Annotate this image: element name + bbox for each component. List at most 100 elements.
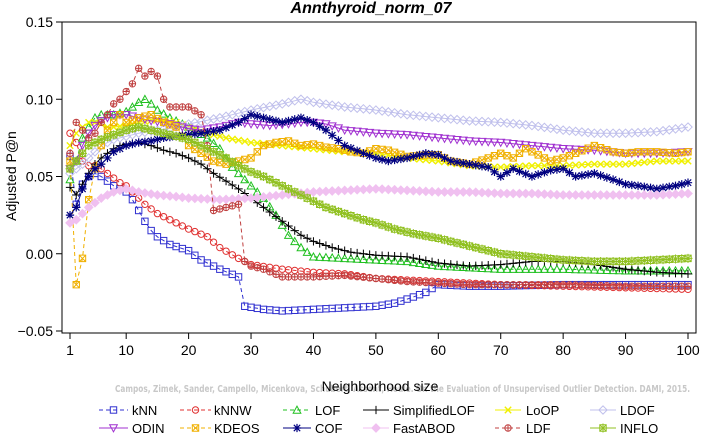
point-lof	[421, 259, 431, 268]
point-ldof	[477, 116, 487, 127]
point-simplifiedlof	[259, 203, 268, 212]
point-cof	[122, 141, 131, 150]
x-tick-label: 100	[676, 342, 700, 358]
point-lof	[483, 263, 493, 273]
point-kdeos	[272, 138, 280, 147]
point-kdeos	[266, 140, 274, 148]
point-ldf	[328, 272, 336, 280]
point-lof	[439, 261, 450, 271]
point-ldf	[222, 203, 230, 212]
point-loop	[640, 158, 648, 166]
point-ldof	[464, 116, 475, 126]
point-loop	[85, 118, 93, 127]
point-ldf	[172, 103, 180, 111]
point-kdeos	[384, 146, 393, 154]
point-kdeos	[109, 118, 118, 127]
x-axis-title: Neighborhood size	[322, 378, 439, 394]
point-kdeos	[503, 151, 511, 160]
point-simplifiedlof	[296, 231, 306, 240]
point-lof	[521, 264, 531, 273]
point-loop	[228, 135, 236, 143]
point-ldf	[490, 281, 499, 289]
legend-item-knnw: kNNW	[180, 403, 252, 418]
point-fastabod	[402, 185, 412, 196]
x-tick-label: 1	[66, 342, 74, 358]
point-knnw	[178, 222, 187, 230]
point-odin	[346, 127, 356, 136]
point-kdeos	[309, 140, 318, 148]
point-cof	[608, 175, 618, 184]
point-simplifiedlof	[72, 190, 81, 200]
point-fastabod	[377, 184, 387, 195]
point-knn	[234, 273, 243, 281]
point-kdeos	[628, 148, 636, 157]
point-knnw	[109, 174, 118, 182]
point-cof	[265, 115, 274, 124]
point-ldf	[78, 126, 87, 134]
point-odin	[315, 119, 325, 129]
point-odin	[321, 120, 331, 129]
point-kdeos	[247, 154, 255, 162]
point-loop	[534, 161, 542, 170]
legend-marker-loop	[504, 406, 512, 414]
legend-item-inflo: INFLO	[590, 421, 658, 434]
point-cof	[490, 167, 499, 177]
point-ldof	[514, 119, 525, 130]
point-odin	[464, 137, 475, 146]
point-cof	[384, 156, 393, 166]
point-ldf	[340, 271, 349, 279]
point-inflo	[71, 156, 81, 166]
point-ldof	[683, 122, 693, 132]
point-fastabod	[165, 191, 175, 201]
point-lof	[240, 174, 250, 184]
point-ldf	[440, 279, 449, 288]
legend-marker-ldof	[598, 405, 608, 415]
point-simplifiedlof	[509, 259, 518, 268]
point-ldof	[420, 111, 431, 122]
point-lof	[570, 264, 581, 274]
point-kdeos	[553, 155, 561, 164]
point-lof	[433, 261, 443, 270]
point-inflo	[121, 125, 131, 135]
point-lof	[514, 264, 525, 273]
point-odin	[627, 149, 637, 159]
point-ldof	[577, 127, 587, 137]
point-simplifiedlof	[415, 255, 424, 264]
point-loop	[253, 139, 261, 147]
point-fastabod	[539, 189, 550, 199]
point-loop	[222, 134, 230, 142]
point-ldf	[91, 129, 99, 137]
legend-marker-kdeos	[191, 424, 200, 432]
point-kdeos	[678, 148, 686, 157]
point-odin	[564, 145, 575, 154]
point-ldf	[259, 265, 268, 273]
point-ldf	[390, 276, 399, 284]
point-fastabod	[189, 193, 200, 204]
point-fastabod	[683, 188, 693, 199]
point-odin	[452, 136, 462, 145]
point-ldf	[434, 279, 443, 287]
point-cof	[315, 122, 324, 131]
point-knnw	[166, 216, 174, 224]
y-tick-label: −0.05	[18, 323, 54, 339]
point-ldof	[346, 102, 356, 113]
point-cof	[97, 159, 106, 169]
point-loop	[334, 147, 343, 155]
point-ldf	[372, 274, 380, 283]
point-ldf	[621, 282, 630, 290]
point-cof	[196, 129, 206, 138]
point-kdeos	[116, 111, 124, 119]
point-ldf	[646, 282, 655, 290]
point-ldof	[570, 126, 581, 137]
point-lof	[564, 264, 575, 274]
point-odin	[483, 138, 493, 147]
point-cof	[184, 130, 193, 139]
point-cof	[640, 182, 649, 191]
point-cof	[446, 156, 455, 166]
point-inflo	[127, 124, 137, 134]
point-kdeos	[134, 114, 143, 122]
point-ldf	[640, 282, 649, 290]
point-ldof	[439, 113, 450, 124]
point-loop	[216, 132, 224, 141]
point-kdeos	[303, 141, 311, 149]
